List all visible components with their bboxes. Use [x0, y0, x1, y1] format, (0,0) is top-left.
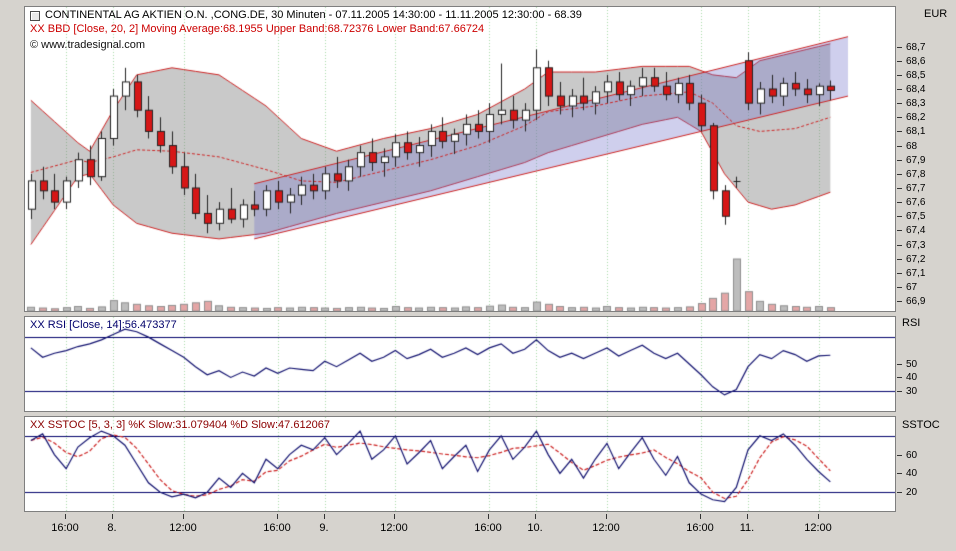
time-tick-label: 16:00 [686, 522, 714, 534]
rsi-tick-mark [897, 391, 902, 392]
stochastic-tick-mark [897, 455, 902, 456]
rsi-panel: XX RSI [Close, 14]:56.473377 [24, 316, 896, 412]
main-chart-panel: CONTINENTAL AG AKTIEN O.N. ,CONG.DE, 30 … [24, 6, 896, 312]
price-axis-unit: EUR [924, 8, 948, 20]
time-tick-mark [488, 514, 489, 519]
price-tick-label: 67,4 [906, 225, 926, 236]
price-tick-mark [897, 301, 902, 302]
time-tick-label: 8. [107, 522, 117, 534]
price-tick-mark [897, 131, 902, 132]
stochastic-tick-mark [897, 473, 902, 474]
price-tick-mark [897, 287, 902, 288]
time-tick-mark [112, 514, 113, 519]
price-tick-label: 68 [906, 141, 918, 152]
stochastic-axis-title: SSTOC [902, 419, 940, 431]
price-tick-label: 68,4 [906, 84, 926, 95]
chart-title: CONTINENTAL AG AKTIEN O.N. ,CONG.DE, 30 … [45, 9, 582, 21]
time-tick-mark [700, 514, 701, 519]
time-tick-label: 16:00 [51, 522, 79, 534]
time-tick-mark [65, 514, 66, 519]
stochastic-chart-canvas[interactable] [25, 417, 895, 511]
price-tick-mark [897, 117, 902, 118]
time-tick-mark [535, 514, 536, 519]
price-tick-label: 68,1 [906, 126, 926, 137]
time-tick-mark [747, 514, 748, 519]
time-tick-label: 9. [319, 522, 329, 534]
rsi-tick-label: 40 [906, 372, 918, 383]
rsi-tick-mark [897, 377, 902, 378]
price-tick-mark [897, 245, 902, 246]
price-tick-label: 67,3 [906, 240, 926, 251]
stochastic-panel: XX SSTOC [5, 3, 3] %K Slow:31.079404 %D … [24, 416, 896, 512]
price-tick-label: 66,9 [906, 296, 926, 307]
rsi-axis-title: RSI [902, 317, 921, 329]
time-tick-mark [818, 514, 819, 519]
time-tick-label: 10. [527, 522, 543, 534]
rsi-indicator-label: XX RSI [Close, 14]:56.473377 [30, 319, 177, 331]
price-tick-mark [897, 188, 902, 189]
time-tick-label: 12:00 [169, 522, 197, 534]
time-tick-mark [277, 514, 278, 519]
time-tick-label: 12:00 [592, 522, 620, 534]
price-chart-canvas[interactable] [25, 7, 895, 311]
time-axis: 16:00 8. 12:00 16:00 9. 12:00 16:00 10. 12:00 16:… [24, 514, 896, 546]
price-tick-mark [897, 174, 902, 175]
price-tick-mark [897, 47, 902, 48]
price-tick-label: 67,5 [906, 211, 926, 222]
stochastic-tick-label: 60 [906, 450, 918, 461]
time-tick-label: 11. [739, 522, 755, 534]
price-tick-mark [897, 146, 902, 147]
price-tick-mark [897, 75, 902, 76]
rsi-tick-mark [897, 364, 902, 365]
time-tick-mark [394, 514, 395, 519]
price-tick-mark [897, 216, 902, 217]
price-tick-label: 68,3 [906, 98, 926, 109]
time-tick-label: 16:00 [474, 522, 502, 534]
price-tick-mark [897, 160, 902, 161]
price-tick-label: 67 [906, 282, 918, 293]
stochastic-indicator-label: XX SSTOC [5, 3, 3] %K Slow:31.079404 %D … [30, 419, 331, 431]
time-tick-mark [324, 514, 325, 519]
price-tick-label: 68,7 [906, 42, 926, 53]
stochastic-tick-label: 40 [906, 468, 918, 479]
price-tick-mark [897, 61, 902, 62]
rsi-tick-label: 30 [906, 386, 918, 397]
stochastic-tick-mark [897, 492, 902, 493]
chart-window-icon[interactable] [30, 10, 40, 21]
price-tick-label: 68,6 [906, 56, 926, 67]
time-tick-mark [183, 514, 184, 519]
price-tick-label: 67,7 [906, 183, 926, 194]
copyright-label: © www.tradesignal.com [30, 39, 146, 51]
price-tick-mark [897, 273, 902, 274]
price-tick-label: 67,2 [906, 254, 926, 265]
price-tick-label: 67,6 [906, 197, 926, 208]
price-tick-label: 67,8 [906, 169, 926, 180]
price-tick-label: 68,2 [906, 112, 926, 123]
rsi-chart-canvas[interactable] [25, 317, 895, 411]
time-tick-label: 16:00 [263, 522, 291, 534]
price-tick-mark [897, 103, 902, 104]
stochastic-tick-label: 20 [906, 487, 918, 498]
rsi-tick-label: 50 [906, 359, 918, 370]
price-tick-label: 67,1 [906, 268, 926, 279]
time-tick-label: 12:00 [380, 522, 408, 534]
price-tick-label: 68,5 [906, 70, 926, 81]
price-tick-mark [897, 259, 902, 260]
price-tick-label: 67,9 [906, 155, 926, 166]
price-tick-mark [897, 202, 902, 203]
price-tick-mark [897, 230, 902, 231]
bollinger-indicator-label: XX BBD [Close, 20, 2] Moving Average:68.… [30, 23, 485, 35]
time-tick-label: 12:00 [804, 522, 832, 534]
price-tick-mark [897, 89, 902, 90]
time-tick-mark [606, 514, 607, 519]
chart-title-row: CONTINENTAL AG AKTIEN O.N. ,CONG.DE, 30 … [30, 9, 582, 22]
